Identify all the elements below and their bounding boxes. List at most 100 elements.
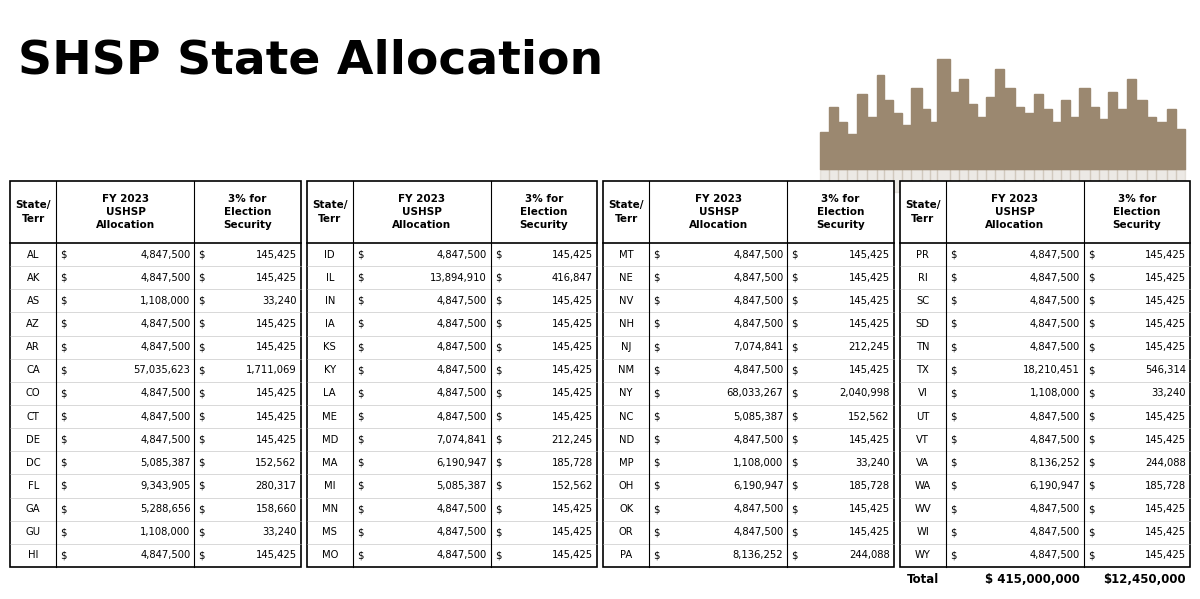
Text: NM: NM: [618, 365, 635, 376]
Text: 185,728: 185,728: [552, 458, 593, 468]
Bar: [306, 181, 598, 567]
Text: $: $: [356, 504, 364, 514]
Text: $: $: [1088, 550, 1094, 561]
Bar: [900, 181, 1190, 567]
Bar: [1079, 87, 1090, 169]
Text: 8,136,252: 8,136,252: [1030, 458, 1080, 468]
Text: 2,040,998: 2,040,998: [839, 388, 889, 398]
Text: $: $: [60, 412, 67, 422]
Text: $: $: [60, 319, 67, 329]
Text: 4,847,500: 4,847,500: [1030, 435, 1080, 444]
Text: $: $: [356, 527, 364, 537]
Text: $: $: [198, 250, 205, 259]
Text: 8,136,252: 8,136,252: [733, 550, 784, 561]
Text: $12,450,000: $12,450,000: [1103, 573, 1186, 586]
Text: 145,425: 145,425: [552, 250, 593, 259]
Text: GA: GA: [26, 504, 41, 514]
Bar: [1061, 100, 1070, 169]
Text: $: $: [494, 342, 502, 352]
Text: 4,847,500: 4,847,500: [1030, 319, 1080, 329]
Text: 145,425: 145,425: [552, 342, 593, 352]
Text: $: $: [198, 458, 205, 468]
Bar: [1147, 169, 1156, 190]
Text: WA: WA: [914, 481, 931, 491]
Text: FL: FL: [28, 481, 38, 491]
Bar: [959, 169, 968, 205]
Bar: [1099, 169, 1109, 189]
Text: 18,210,451: 18,210,451: [1024, 365, 1080, 376]
Text: 145,425: 145,425: [1145, 273, 1186, 283]
Text: $: $: [792, 550, 798, 561]
Text: 212,245: 212,245: [848, 342, 889, 352]
Text: $: $: [60, 365, 67, 376]
Bar: [893, 169, 902, 192]
Text: $: $: [60, 527, 67, 537]
Text: 33,240: 33,240: [856, 458, 889, 468]
Text: PR: PR: [917, 250, 929, 259]
Text: HI: HI: [28, 550, 38, 561]
Text: $: $: [198, 504, 205, 514]
Text: 152,562: 152,562: [848, 412, 889, 422]
Bar: [1156, 169, 1166, 188]
Text: $: $: [950, 412, 956, 422]
Text: 4,847,500: 4,847,500: [1030, 273, 1080, 283]
Bar: [949, 92, 959, 169]
Text: $: $: [654, 435, 660, 444]
Text: 145,425: 145,425: [1145, 550, 1186, 561]
Text: IA: IA: [325, 319, 335, 329]
Text: 7,074,841: 7,074,841: [733, 342, 784, 352]
Text: AK: AK: [26, 273, 40, 283]
Text: KS: KS: [323, 342, 336, 352]
Text: MD: MD: [322, 435, 338, 444]
Text: MI: MI: [324, 481, 336, 491]
Text: 145,425: 145,425: [1145, 412, 1186, 422]
Text: $: $: [654, 365, 660, 376]
Text: $: $: [494, 273, 502, 283]
Text: ND: ND: [619, 435, 634, 444]
Bar: [1051, 169, 1061, 188]
Text: $: $: [950, 273, 956, 283]
Text: State/
Terr: State/ Terr: [16, 201, 50, 223]
Text: 4,847,500: 4,847,500: [140, 412, 191, 422]
Text: 4,847,500: 4,847,500: [140, 342, 191, 352]
Text: NE: NE: [619, 273, 634, 283]
Bar: [1127, 169, 1135, 205]
Text: 4,847,500: 4,847,500: [1030, 527, 1080, 537]
Bar: [1015, 107, 1025, 169]
Text: 1,108,000: 1,108,000: [733, 458, 784, 468]
Text: $: $: [356, 435, 364, 444]
Bar: [1090, 107, 1099, 169]
Text: $: $: [1088, 250, 1094, 259]
Text: LA: LA: [324, 388, 336, 398]
Text: $: $: [950, 481, 956, 491]
Text: $: $: [494, 365, 502, 376]
Bar: [829, 169, 839, 194]
Text: MT: MT: [619, 250, 634, 259]
Text: $: $: [950, 365, 956, 376]
Text: NJ: NJ: [622, 342, 631, 352]
Text: 4,847,500: 4,847,500: [733, 435, 784, 444]
Text: AZ: AZ: [26, 319, 40, 329]
Text: 4,847,500: 4,847,500: [733, 527, 784, 537]
Bar: [1099, 119, 1109, 169]
Text: CO: CO: [26, 388, 41, 398]
Text: $: $: [1088, 527, 1094, 537]
Text: $: $: [198, 365, 205, 376]
Bar: [1147, 116, 1156, 169]
Text: 145,425: 145,425: [1145, 342, 1186, 352]
Text: $: $: [356, 296, 364, 306]
Text: $: $: [792, 481, 798, 491]
Text: 145,425: 145,425: [256, 550, 296, 561]
Text: $: $: [792, 342, 798, 352]
Text: 4,847,500: 4,847,500: [140, 435, 191, 444]
Text: $: $: [356, 319, 364, 329]
Text: $: $: [1088, 342, 1094, 352]
Text: $: $: [950, 504, 956, 514]
Text: 4,847,500: 4,847,500: [140, 273, 191, 283]
Text: $: $: [654, 527, 660, 537]
Text: $: $: [494, 527, 502, 537]
Bar: [10, 181, 300, 567]
Text: 5,085,387: 5,085,387: [140, 458, 191, 468]
Text: $: $: [1088, 319, 1094, 329]
Text: 145,425: 145,425: [256, 342, 296, 352]
